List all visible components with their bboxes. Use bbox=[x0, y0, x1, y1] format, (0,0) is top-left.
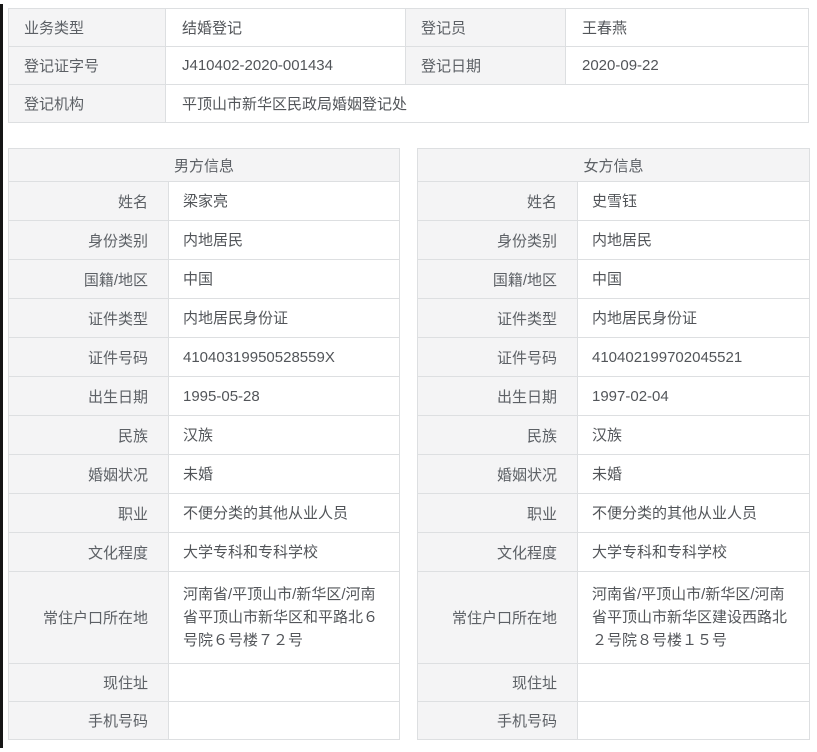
field-label: 证件类型 bbox=[417, 298, 578, 338]
field-label: 民族 bbox=[8, 415, 169, 455]
field-value: 内地居民 bbox=[168, 220, 400, 260]
field-label: 现住址 bbox=[8, 663, 169, 702]
business-type-value: 结婚登记 bbox=[165, 8, 406, 47]
field-value: 未婚 bbox=[168, 454, 400, 494]
table-row: 民族 汉族 bbox=[8, 415, 400, 455]
registration-date-value: 2020-09-22 bbox=[565, 46, 809, 85]
field-value: 未婚 bbox=[577, 454, 810, 494]
field-label: 证件号码 bbox=[8, 337, 169, 377]
table-row: 婚姻状况 未婚 bbox=[417, 454, 810, 494]
table-row: 业务类型 结婚登记 登记员 王春燕 bbox=[8, 8, 809, 47]
registration-office-label: 登记机构 bbox=[8, 84, 166, 123]
field-value: 中国 bbox=[168, 259, 400, 299]
table-row: 出生日期 1997-02-04 bbox=[417, 376, 810, 416]
field-label: 文化程度 bbox=[417, 532, 578, 572]
field-label: 民族 bbox=[417, 415, 578, 455]
table-row: 国籍/地区 中国 bbox=[417, 259, 810, 299]
field-value: 41040319950528559X bbox=[168, 337, 400, 377]
table-row: 登记机构 平顶山市新华区民政局婚姻登记处 bbox=[8, 84, 809, 123]
table-row: 证件类型 内地居民身份证 bbox=[8, 298, 400, 338]
field-value: 汉族 bbox=[168, 415, 400, 455]
field-value: 梁家亮 bbox=[168, 181, 400, 221]
field-label: 姓名 bbox=[8, 181, 169, 221]
field-value: 内地居民身份证 bbox=[577, 298, 810, 338]
table-row: 国籍/地区 中国 bbox=[8, 259, 400, 299]
field-label: 出生日期 bbox=[417, 376, 578, 416]
registrar-value: 王春燕 bbox=[565, 8, 809, 47]
field-label: 常住户口所在地 bbox=[8, 571, 169, 664]
table-row: 手机号码 bbox=[417, 701, 810, 740]
table-row: 证件号码 41040319950528559X bbox=[8, 337, 400, 377]
field-label: 婚姻状况 bbox=[8, 454, 169, 494]
table-row: 常住户口所在地 河南省/平顶山市/新华区/河南省平顶山市新华区和平路北６号院６号楼… bbox=[8, 571, 400, 664]
table-header-row: 女方信息 bbox=[417, 148, 810, 182]
field-value: 内地居民 bbox=[577, 220, 810, 260]
male-table-title: 男方信息 bbox=[8, 148, 400, 182]
field-value: 内地居民身份证 bbox=[168, 298, 400, 338]
table-header-row: 男方信息 bbox=[8, 148, 400, 182]
field-value: 不便分类的其他从业人员 bbox=[168, 493, 400, 533]
field-label: 证件号码 bbox=[417, 337, 578, 377]
table-row: 身份类别 内地居民 bbox=[417, 220, 810, 260]
field-value bbox=[168, 663, 400, 702]
field-value: 1997-02-04 bbox=[577, 376, 810, 416]
registrar-label: 登记员 bbox=[405, 8, 566, 47]
field-label: 手机号码 bbox=[8, 701, 169, 740]
certificate-no-value: J410402-2020-001434 bbox=[165, 46, 406, 85]
table-row: 婚姻状况 未婚 bbox=[8, 454, 400, 494]
left-edge-line bbox=[0, 4, 3, 748]
table-row: 登记证字号 J410402-2020-001434 登记日期 2020-09-2… bbox=[8, 46, 809, 85]
registration-office-value: 平顶山市新华区民政局婚姻登记处 bbox=[165, 84, 809, 123]
field-value bbox=[168, 701, 400, 740]
registration-summary-table: 业务类型 结婚登记 登记员 王春燕 登记证字号 J410402-2020-001… bbox=[8, 8, 809, 123]
field-label: 出生日期 bbox=[8, 376, 169, 416]
table-row: 手机号码 bbox=[8, 701, 400, 740]
field-label: 国籍/地区 bbox=[417, 259, 578, 299]
field-value bbox=[577, 701, 810, 740]
field-value: 大学专科和专科学校 bbox=[168, 532, 400, 572]
field-value: 史雪钰 bbox=[577, 181, 810, 221]
table-row: 文化程度 大学专科和专科学校 bbox=[8, 532, 400, 572]
field-label: 手机号码 bbox=[417, 701, 578, 740]
table-row: 证件号码 410402199702045521 bbox=[417, 337, 810, 377]
table-row: 现住址 bbox=[417, 663, 810, 702]
registration-date-label: 登记日期 bbox=[405, 46, 566, 85]
field-label: 证件类型 bbox=[8, 298, 169, 338]
table-row: 姓名 史雪钰 bbox=[417, 181, 810, 221]
field-label: 常住户口所在地 bbox=[417, 571, 578, 664]
business-type-label: 业务类型 bbox=[8, 8, 166, 47]
table-row: 身份类别 内地居民 bbox=[8, 220, 400, 260]
female-info-table: 女方信息 姓名 史雪钰 身份类别 内地居民 国籍/地区 中国 证件类型 内地居民身份证 证件号码… bbox=[417, 148, 810, 740]
field-value bbox=[577, 663, 810, 702]
field-value: 不便分类的其他从业人员 bbox=[577, 493, 810, 533]
field-label: 国籍/地区 bbox=[8, 259, 169, 299]
table-row: 常住户口所在地 河南省/平顶山市/新华区/河南省平顶山市新华区建设西路北２号院８号… bbox=[417, 571, 810, 664]
field-value: 河南省/平顶山市/新华区/河南省平顶山市新华区和平路北６号院６号楼７２号 bbox=[168, 571, 400, 664]
table-row: 出生日期 1995-05-28 bbox=[8, 376, 400, 416]
field-value: 大学专科和专科学校 bbox=[577, 532, 810, 572]
field-value: 中国 bbox=[577, 259, 810, 299]
field-label: 身份类别 bbox=[8, 220, 169, 260]
table-row: 职业 不便分类的其他从业人员 bbox=[8, 493, 400, 533]
field-value: 1995-05-28 bbox=[168, 376, 400, 416]
table-row: 姓名 梁家亮 bbox=[8, 181, 400, 221]
field-value: 汉族 bbox=[577, 415, 810, 455]
certificate-no-label: 登记证字号 bbox=[8, 46, 166, 85]
field-label: 职业 bbox=[8, 493, 169, 533]
field-label: 文化程度 bbox=[8, 532, 169, 572]
table-row: 证件类型 内地居民身份证 bbox=[417, 298, 810, 338]
female-table-title: 女方信息 bbox=[417, 148, 810, 182]
field-label: 身份类别 bbox=[417, 220, 578, 260]
field-label: 现住址 bbox=[417, 663, 578, 702]
field-label: 职业 bbox=[417, 493, 578, 533]
field-value: 河南省/平顶山市/新华区/河南省平顶山市新华区建设西路北２号院８号楼１５号 bbox=[577, 571, 810, 664]
table-row: 文化程度 大学专科和专科学校 bbox=[417, 532, 810, 572]
male-info-table: 男方信息 姓名 梁家亮 身份类别 内地居民 国籍/地区 中国 证件类型 内地居民身份证 证件号码… bbox=[8, 148, 400, 740]
table-row: 职业 不便分类的其他从业人员 bbox=[417, 493, 810, 533]
table-row: 民族 汉族 bbox=[417, 415, 810, 455]
table-row: 现住址 bbox=[8, 663, 400, 702]
field-label: 姓名 bbox=[417, 181, 578, 221]
field-label: 婚姻状况 bbox=[417, 454, 578, 494]
field-value: 410402199702045521 bbox=[577, 337, 810, 377]
